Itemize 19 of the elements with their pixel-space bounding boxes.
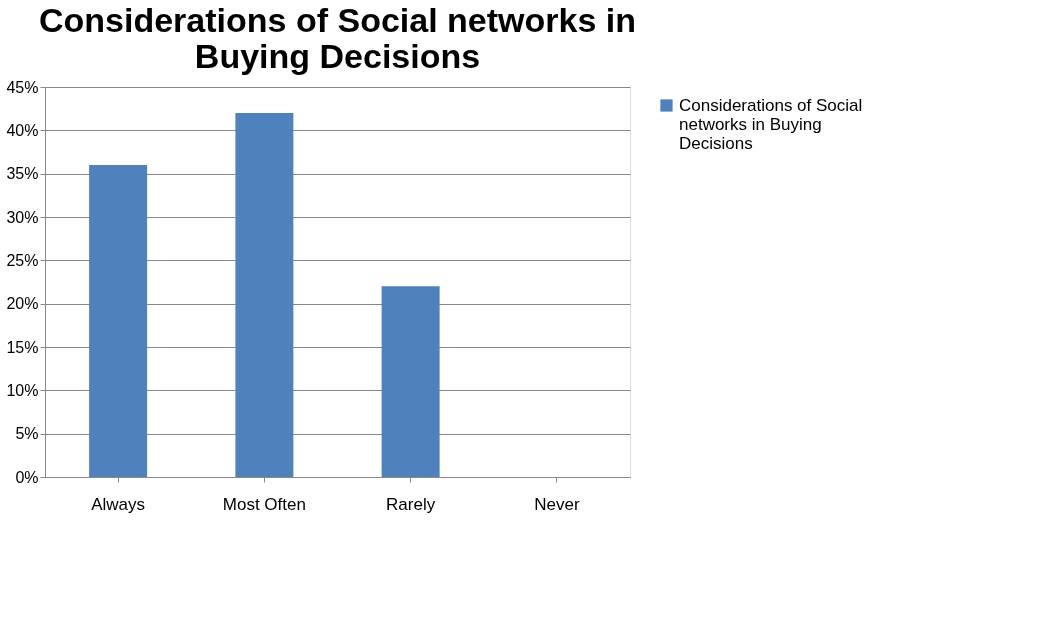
y-tick-label: 15%: [6, 338, 39, 356]
x-tick-label: Rarely: [386, 494, 436, 514]
bar: [89, 165, 148, 477]
y-tick-label: 30%: [6, 208, 39, 226]
y-tick-label: 5%: [15, 425, 39, 443]
x-tick-label: Always: [91, 494, 146, 514]
y-tick-label: 0%: [15, 468, 39, 486]
y-tick-label: 45%: [6, 78, 39, 96]
chart-title: Considerations of Social networks in Buying Decisions: [39, 1, 636, 75]
x-tick-label: Never: [534, 494, 580, 514]
y-tick-label: 20%: [6, 295, 39, 313]
y-tick-label: 25%: [6, 251, 39, 269]
y-tick-label: 35%: [6, 165, 39, 183]
y-tick-label: 40%: [6, 121, 39, 139]
bar: [381, 286, 440, 477]
x-tick-label: Most Often: [222, 494, 306, 514]
y-tick-label: 10%: [6, 381, 39, 399]
legend-label: Considerations of Social networks in Buying Decisions: [679, 95, 863, 153]
bar: [235, 113, 294, 477]
